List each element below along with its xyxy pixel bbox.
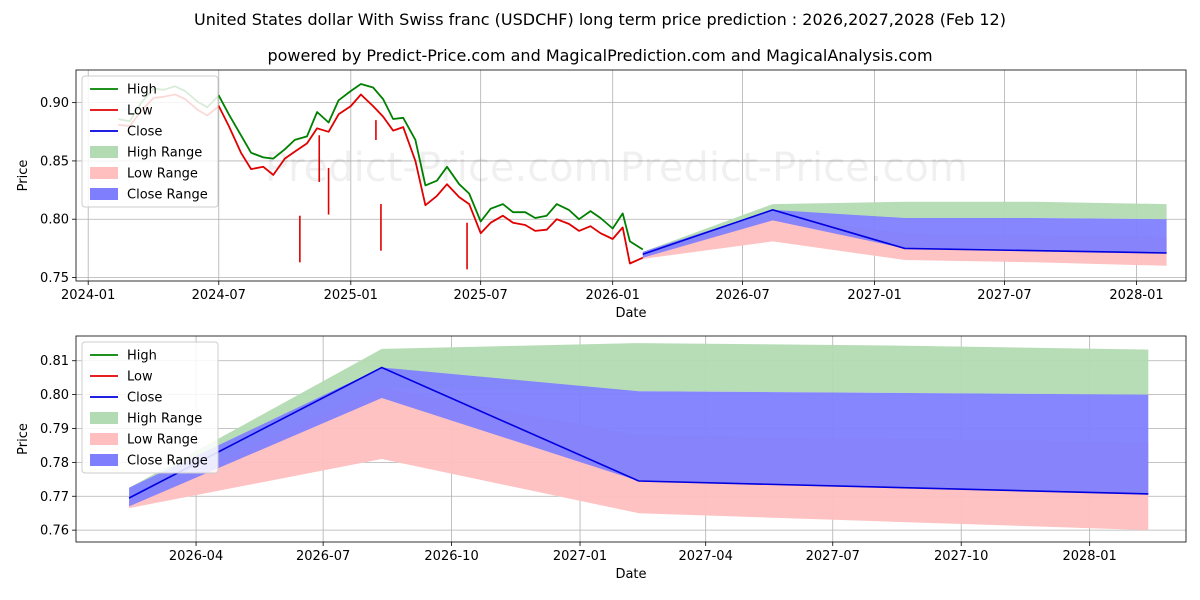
panel-overview: Predict-Price.com Predict-Price.com 2024-0… [16,69,1187,321]
x-tick-label: 2026-04 [169,549,223,564]
x-tick-label: 2026-07 [296,549,350,564]
legend-label: Low [127,370,153,385]
close-series-line [642,209,1167,255]
y-axis-label: Price [16,423,31,455]
y-tick-label: 0.79 [40,422,69,437]
panel-prediction-zoom: Predict-Price.comPredict-Price.com2026-0… [16,335,1187,582]
legend-label: Close [127,125,162,140]
plot-area [128,343,1149,531]
watermark: Predict-Price.com [620,145,968,191]
legend-label: Low Range [127,167,198,182]
x-tick-label: 2028-01 [1109,288,1163,303]
legend: High Low Close High Range Low Range Close Ran… [81,75,219,208]
y-tick-label: 0.85 [40,154,69,169]
legend-label: Low [127,104,153,119]
y-tick-label: 0.90 [40,96,69,111]
x-tick-label: 2027-10 [934,549,988,564]
legend-label: High Range [127,146,202,161]
x-tick-label: 2026-10 [424,549,478,564]
legend-swatch [90,167,118,179]
chart-title: United States dollar With Swiss franc (U… [194,10,1006,29]
y-tick-label: 0.75 [40,271,69,286]
x-tick-label: 2028-01 [1062,549,1116,564]
x-tick-label: 2025-07 [454,288,508,303]
y-tick-label: 0.80 [40,213,69,228]
x-tick-label: 2027-01 [847,288,901,303]
x-tick-label: 2027-07 [977,288,1031,303]
close-range-band [642,209,1167,258]
x-tick-label: 2025-01 [324,288,378,303]
close-range-band [129,367,1149,507]
x-axis-label: Date [615,567,646,582]
x-tick-label: 2024-01 [61,288,115,303]
legend-label: Close Range [127,188,208,203]
chart-subtitle: powered by Predict-Price.com and Magical… [267,46,933,65]
legend-label: High [127,349,157,364]
legend-swatch [90,454,118,466]
plot-frame [75,335,1187,543]
x-tick-label: 2026-01 [586,288,640,303]
legend-swatch [90,433,118,445]
y-tick-label: 0.77 [40,490,69,505]
legend-label: High [127,83,157,98]
legend-swatch [90,412,118,424]
legend-swatch [90,146,118,158]
y-tick-label: 0.81 [40,354,69,369]
y-tick-label: 0.76 [40,524,69,539]
legend-label: High Range [127,412,202,427]
legend-swatch [90,188,118,200]
x-tick-label: 2027-01 [553,549,607,564]
plot-frame [75,69,1187,282]
x-tick-label: 2024-07 [192,288,246,303]
y-tick-label: 0.80 [40,388,69,403]
legend-label: Close [127,391,162,406]
x-tick-label: 2026-07 [715,288,769,303]
legend: High Low Close High Range Low Range Close Ran… [81,341,219,474]
x-axis-label: Date [615,306,646,321]
close-series-line [128,366,1149,499]
x-tick-label: 2027-04 [679,549,733,564]
watermark: Predict-Price.com [265,145,613,191]
y-axis-label: Price [16,160,31,192]
x-tick-label: 2027-07 [806,549,860,564]
legend-label: Low Range [127,433,198,448]
legend-label: Close Range [127,454,208,469]
y-tick-label: 0.78 [40,456,69,471]
